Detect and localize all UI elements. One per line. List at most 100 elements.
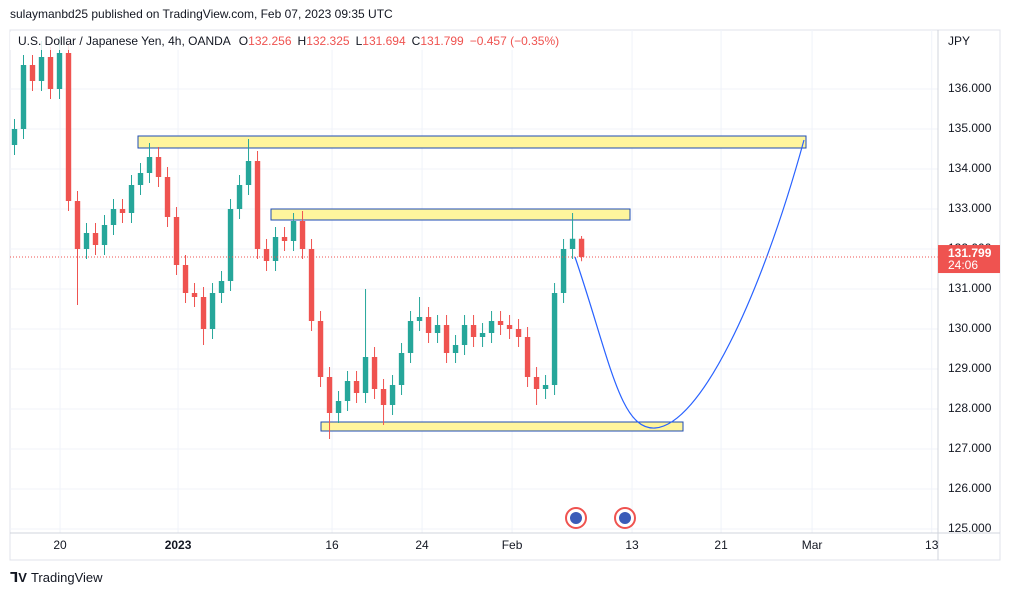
candle-body bbox=[551, 293, 558, 385]
candle-body bbox=[326, 377, 333, 413]
candle-body bbox=[353, 381, 360, 393]
candle-body bbox=[497, 321, 504, 325]
candle-body bbox=[164, 177, 171, 217]
candle-body bbox=[236, 185, 243, 209]
ohlc-letter: C bbox=[412, 34, 421, 48]
candle-body bbox=[524, 337, 531, 377]
candle-body bbox=[290, 221, 297, 241]
y-tick-label: 134.000 bbox=[948, 161, 992, 175]
y-tick-label: 133.000 bbox=[948, 201, 992, 215]
currency: JPY bbox=[948, 34, 970, 48]
y-tick-label: 128.000 bbox=[948, 401, 992, 415]
candle-body bbox=[65, 53, 72, 201]
ohlc-value: 131.694 bbox=[362, 34, 406, 48]
candle-body bbox=[344, 381, 351, 401]
candle-body bbox=[209, 293, 216, 329]
event-icons bbox=[565, 507, 636, 529]
brand: TradingView bbox=[30, 570, 103, 585]
y-tick-label: 136.000 bbox=[948, 81, 992, 95]
candle-body bbox=[83, 233, 90, 249]
candle-body bbox=[299, 221, 306, 249]
candle-body bbox=[218, 281, 225, 293]
x-tick-label: 21 bbox=[714, 538, 728, 552]
candle-body bbox=[92, 233, 99, 245]
logo: ꞀV bbox=[10, 570, 27, 585]
price-tag-value: 131.799 bbox=[948, 246, 992, 260]
candle-body bbox=[146, 157, 153, 173]
symbol: U.S. Dollar / Japanese Yen, 4h, OANDA bbox=[18, 34, 231, 48]
y-tick-label: 125.000 bbox=[948, 521, 992, 535]
resistance-zone bbox=[137, 135, 807, 149]
candle-body bbox=[515, 329, 522, 337]
candle-body bbox=[254, 161, 261, 249]
candle-body bbox=[317, 321, 324, 377]
ohlc-letter: H bbox=[298, 34, 307, 48]
y-tick-label: 129.000 bbox=[948, 361, 992, 375]
support-zone bbox=[320, 421, 684, 432]
frame bbox=[9, 29, 1001, 561]
candle-body bbox=[416, 317, 423, 321]
price-tag-countdown: 24:06 bbox=[948, 258, 978, 272]
price-tag bbox=[938, 245, 1000, 274]
ohlc-value: 131.799 bbox=[420, 34, 464, 48]
candle-body bbox=[272, 237, 279, 261]
candle-body bbox=[119, 209, 126, 213]
footer: ꞀV TradingView bbox=[10, 570, 103, 586]
candle-body bbox=[452, 345, 459, 353]
candle-body bbox=[191, 293, 198, 297]
candle-body bbox=[578, 238, 585, 258]
ohlc-letter: L bbox=[356, 34, 363, 48]
candle-body bbox=[335, 401, 342, 413]
y-tick-label: 135.000 bbox=[948, 121, 992, 135]
candle-body bbox=[434, 325, 441, 333]
candle-body bbox=[425, 317, 432, 333]
x-tick-label: Mar bbox=[802, 538, 823, 552]
x-tick-label: Feb bbox=[502, 538, 523, 552]
ohlc-value: 132.256 bbox=[248, 34, 292, 48]
candle-body bbox=[308, 249, 315, 321]
candle-body bbox=[488, 321, 495, 333]
candle-body bbox=[371, 357, 378, 389]
candle-body bbox=[11, 129, 18, 145]
x-tick-label: 20 bbox=[53, 538, 67, 552]
ohlc-value: 132.325 bbox=[306, 34, 350, 48]
candle-body bbox=[443, 325, 450, 353]
projection-curve bbox=[574, 139, 805, 429]
x-tick-label: 13 bbox=[625, 538, 639, 552]
candle-body bbox=[569, 238, 576, 249]
candle-body bbox=[281, 237, 288, 241]
candle-body bbox=[461, 325, 468, 345]
candle-body bbox=[173, 217, 180, 265]
x-tick-label: 24 bbox=[415, 538, 429, 552]
candle-body bbox=[200, 297, 207, 329]
ohlc-letter: O bbox=[239, 34, 248, 48]
candle-body bbox=[74, 201, 81, 249]
x-tick-label: 13 bbox=[925, 538, 939, 552]
drawings bbox=[137, 135, 807, 432]
y-tick-label: 126.000 bbox=[948, 481, 992, 495]
candle-body bbox=[407, 321, 414, 353]
candle-body bbox=[29, 65, 36, 81]
published-line: sulaymanbd25 published on TradingView.co… bbox=[10, 7, 393, 21]
y-tick-label: 131.000 bbox=[948, 281, 992, 295]
candle-body bbox=[533, 377, 540, 389]
x-tick-label: 16 bbox=[325, 538, 339, 552]
candle-body bbox=[227, 209, 234, 281]
x-tick-label: 2023 bbox=[165, 538, 192, 552]
candle-body bbox=[56, 53, 63, 89]
resistance-zone bbox=[270, 208, 631, 221]
candle-body bbox=[362, 357, 369, 393]
candle-body bbox=[128, 185, 135, 213]
candle-body bbox=[110, 209, 117, 225]
candle-body bbox=[380, 389, 387, 405]
candle-body bbox=[101, 225, 108, 245]
candle-body bbox=[542, 385, 549, 389]
candle-body bbox=[479, 333, 486, 337]
y-tick-label: 127.000 bbox=[948, 441, 992, 455]
candle-body bbox=[155, 157, 162, 177]
candle-body bbox=[20, 65, 27, 129]
legend-bg bbox=[10, 32, 570, 50]
candle-body bbox=[506, 325, 513, 329]
